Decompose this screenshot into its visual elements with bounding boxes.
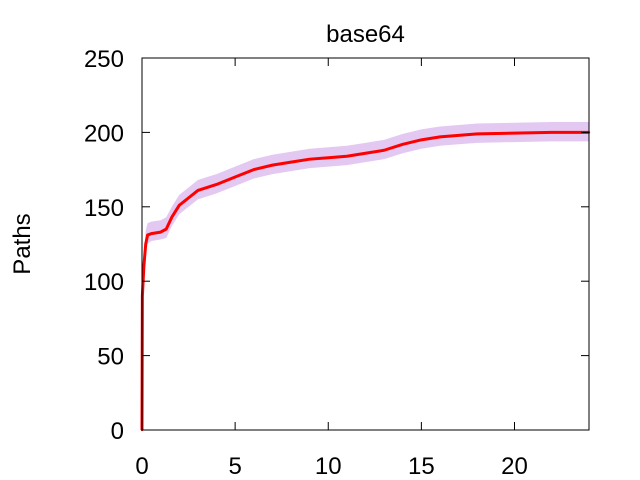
chart-title: base64 bbox=[326, 21, 405, 48]
y-tick-label: 150 bbox=[84, 195, 124, 222]
data-point bbox=[144, 242, 147, 246]
y-tick-label: 100 bbox=[84, 269, 124, 296]
y-tick-label: 200 bbox=[84, 120, 124, 147]
data-point bbox=[550, 131, 553, 134]
data-point bbox=[159, 230, 162, 234]
data-point bbox=[178, 204, 181, 207]
x-tick-label: 10 bbox=[315, 453, 342, 480]
y-tick-label: 250 bbox=[84, 46, 124, 73]
confidence-band-layer bbox=[142, 121, 589, 430]
x-tick-label: 20 bbox=[501, 453, 528, 480]
data-point bbox=[142, 265, 146, 268]
y-tick-label: 50 bbox=[97, 344, 124, 371]
data-point bbox=[289, 160, 293, 164]
data-point bbox=[345, 155, 349, 158]
plot-frame bbox=[141, 57, 590, 431]
data-point bbox=[476, 132, 479, 136]
x-tick-label: 5 bbox=[228, 453, 241, 480]
data-point bbox=[308, 157, 311, 161]
data-point bbox=[150, 232, 153, 235]
x-tick-label: 0 bbox=[135, 453, 148, 480]
data-point bbox=[233, 175, 237, 179]
data-point bbox=[364, 152, 367, 155]
x-tick-label: 15 bbox=[408, 453, 435, 480]
data-point bbox=[438, 135, 442, 139]
series-line-layer bbox=[140, 130, 591, 432]
data-point bbox=[513, 131, 516, 135]
data-point bbox=[401, 143, 404, 146]
y-tick-label: 0 bbox=[111, 418, 124, 445]
data-point bbox=[420, 138, 423, 142]
data-point bbox=[187, 196, 190, 200]
data-point bbox=[196, 189, 200, 192]
y-axis-title: Paths bbox=[9, 213, 36, 274]
confidence-band bbox=[142, 121, 589, 430]
data-point bbox=[327, 156, 330, 159]
data-point bbox=[146, 233, 149, 237]
data-point bbox=[170, 216, 173, 219]
data-point bbox=[457, 134, 460, 137]
data-point bbox=[382, 149, 386, 152]
data-point bbox=[165, 227, 168, 231]
data-point bbox=[215, 183, 218, 186]
data-point bbox=[205, 186, 209, 189]
data-point bbox=[252, 168, 255, 171]
data-point bbox=[271, 163, 274, 167]
